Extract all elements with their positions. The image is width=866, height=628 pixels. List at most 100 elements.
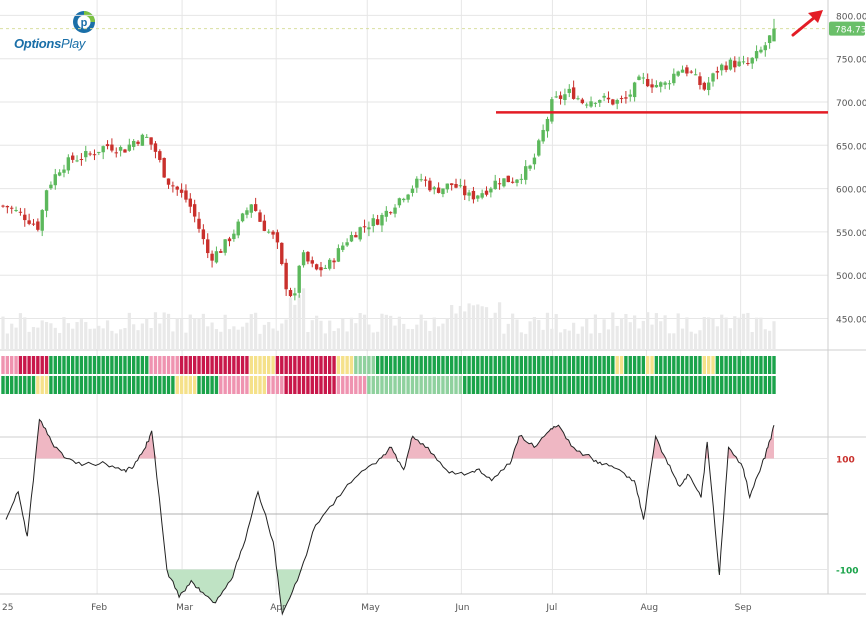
signal-cell [214, 376, 219, 394]
signal-cell [23, 376, 27, 394]
signal-cell [728, 376, 733, 394]
volume-bar [750, 331, 754, 350]
candle-body [249, 204, 253, 213]
signal-cell [598, 356, 602, 374]
signal-cell [162, 376, 166, 394]
oscillator-tick-label: 100 [836, 456, 855, 466]
signal-cell [201, 356, 206, 374]
signal-cell [524, 376, 528, 394]
volume-bar [402, 323, 406, 350]
signal-cell [140, 356, 145, 374]
volume-bar [136, 330, 140, 350]
signal-cell [84, 376, 88, 394]
volume-bar [628, 322, 632, 350]
candle-body [110, 144, 114, 151]
signal-cell [166, 356, 171, 374]
volume-bar [711, 318, 715, 350]
signal-cell [262, 356, 267, 374]
signal-cell [105, 356, 110, 374]
signal-cell [685, 356, 689, 374]
signal-cell [127, 376, 132, 394]
signal-cell [297, 356, 301, 374]
volume-bar [206, 326, 210, 350]
signal-cell [336, 356, 341, 374]
candle-body [463, 185, 467, 196]
candle-body [589, 101, 593, 107]
signal-cell [140, 376, 145, 394]
volume-bar [188, 314, 192, 350]
signal-cell [702, 376, 707, 394]
volume-bar [458, 305, 462, 350]
candle-body [436, 187, 441, 193]
volume-bar [441, 323, 445, 350]
signal-cell [750, 356, 754, 374]
last-price-tag: 784.73 [829, 21, 866, 36]
candle-body [267, 231, 271, 233]
candle-body [314, 264, 319, 270]
volume-bar [728, 328, 733, 350]
signal-cell [480, 356, 484, 374]
signal-cell [110, 376, 114, 394]
candle-body [206, 239, 210, 254]
signal-cell [341, 356, 345, 374]
signal-cell [510, 356, 515, 374]
signal-cell [519, 356, 524, 374]
signal-cell [349, 356, 354, 374]
signal-cell [663, 376, 667, 394]
volume-bar [44, 322, 49, 350]
signal-cell [628, 376, 632, 394]
signal-cell [75, 376, 79, 394]
price-axis: 800.00 750.00 700.00 650.00 600.00 550.00 500.… [836, 12, 866, 325]
time-tick-label: Aug [641, 603, 659, 613]
signal-cell [571, 356, 576, 374]
candle-body [728, 59, 733, 70]
signal-cell [502, 356, 506, 374]
signal-cell [497, 376, 502, 394]
signal-cell [49, 376, 53, 394]
volume-bar [702, 317, 706, 350]
candle-body [380, 214, 384, 226]
candle-body [188, 198, 193, 207]
signal-cell [676, 376, 680, 394]
optionsplay-logo: p OptionsPlay [14, 10, 114, 56]
volume-bar [18, 313, 23, 350]
volume-bar [476, 304, 480, 350]
volume-bar [572, 322, 576, 350]
signal-cell [280, 356, 284, 374]
candle-body [672, 73, 676, 84]
candle-body [49, 184, 53, 189]
volume-bar [772, 321, 776, 350]
signal-cell [602, 376, 606, 394]
signal-cell [253, 376, 258, 394]
signal-cell [70, 356, 75, 374]
signal-cell [219, 356, 223, 374]
signal-cell [558, 356, 563, 374]
candle-body [210, 253, 214, 261]
signal-cell [375, 376, 380, 394]
signal-cell [10, 376, 14, 394]
volume-bar [14, 327, 18, 350]
candle-body [197, 218, 201, 229]
signal-cell [197, 376, 201, 394]
signal-cell [197, 356, 201, 374]
volume-bar [179, 319, 184, 350]
volume-bar [10, 323, 14, 350]
candle-body [584, 104, 589, 106]
time-tick-label: Jul [545, 603, 557, 613]
signal-cell [75, 356, 79, 374]
signal-cell [79, 376, 84, 394]
signal-cell [284, 356, 288, 374]
volume-bar [633, 315, 637, 350]
volume-bar [637, 328, 641, 350]
signal-cell [598, 376, 602, 394]
signal-cell [336, 376, 341, 394]
signal-cell [428, 356, 432, 374]
signal-cell [654, 376, 659, 394]
volume-bar [53, 327, 57, 350]
volume-bar [746, 312, 750, 350]
candlesticks [1, 18, 776, 301]
signal-cell [589, 356, 593, 374]
signal-cell [580, 356, 585, 374]
candle-body [497, 183, 502, 185]
